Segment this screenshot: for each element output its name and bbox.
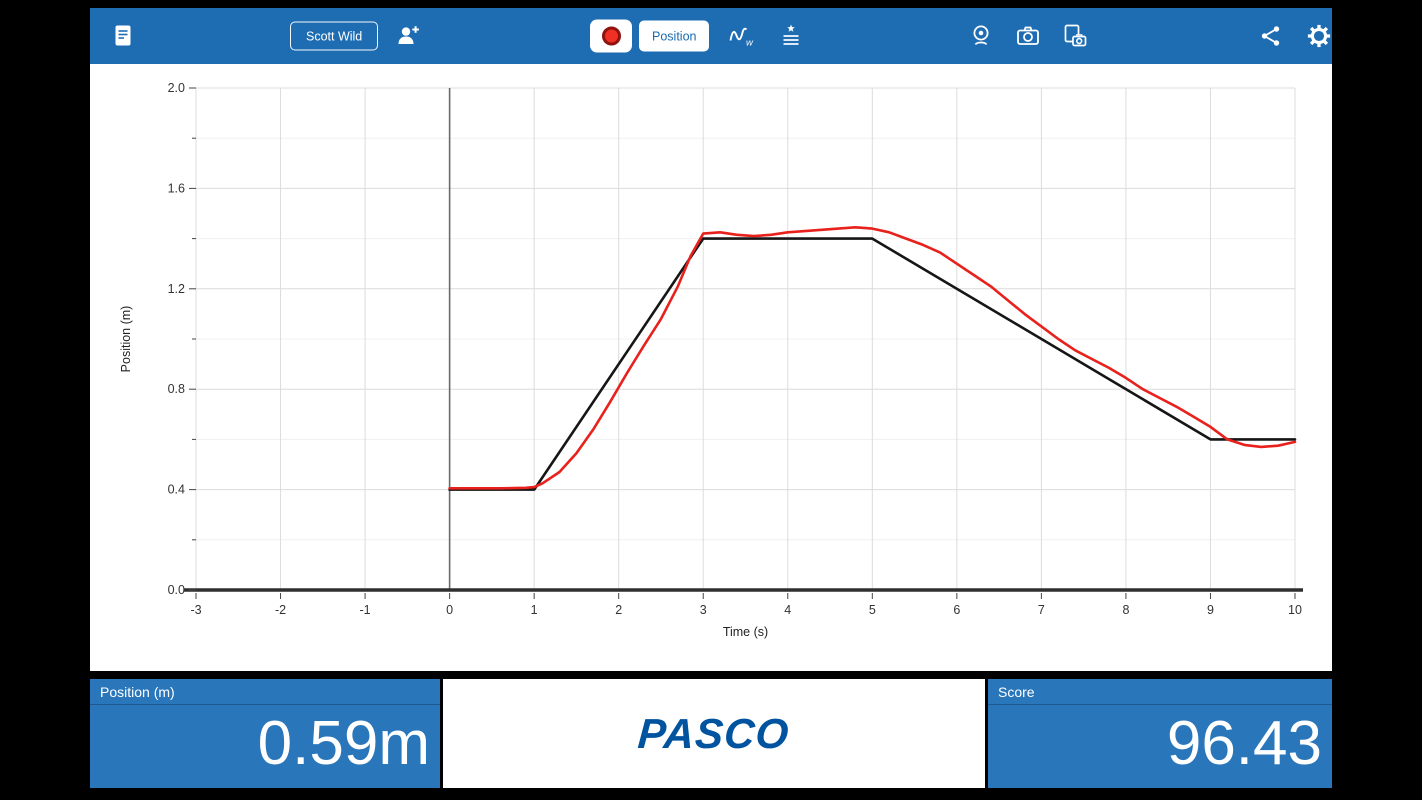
position-readout-panel[interactable]: Position (m) 0.59m (90, 679, 440, 788)
sampling-options-button[interactable]: w (726, 20, 756, 52)
svg-text:-1: -1 (360, 603, 371, 617)
user-button[interactable]: Scott Wild (290, 21, 379, 51)
svg-text:-2: -2 (275, 603, 286, 617)
svg-text:w: w (746, 38, 754, 49)
svg-text:10: 10 (1288, 603, 1302, 617)
settings-button[interactable] (1304, 20, 1334, 52)
position-readout-value: 0.59m (257, 708, 430, 778)
settings-gear-icon (1307, 24, 1331, 48)
svg-text:1.2: 1.2 (168, 282, 185, 296)
svg-text:5: 5 (869, 603, 876, 617)
svg-text:-3: -3 (190, 603, 201, 617)
journal-button[interactable] (108, 20, 138, 52)
svg-text:Position (m): Position (m) (119, 306, 133, 373)
webcam-icon (973, 25, 989, 46)
top-toolbar: Scott Wild Position w (90, 8, 1332, 64)
svg-text:2.0: 2.0 (168, 81, 185, 95)
add-user-icon (398, 26, 419, 44)
svg-text:Time (s): Time (s) (723, 625, 768, 639)
svg-text:1.6: 1.6 (168, 181, 185, 195)
score-readout-value: 96.43 (1166, 708, 1322, 778)
screenshot-button[interactable] (1060, 20, 1090, 52)
record-dot-icon (601, 26, 621, 46)
app-window: Scott Wild Position w (90, 8, 1332, 788)
share-button[interactable] (1256, 20, 1286, 52)
pasco-logo: PASCO (636, 709, 792, 757)
svg-text:9: 9 (1207, 603, 1214, 617)
svg-text:2: 2 (615, 603, 622, 617)
svg-text:3: 3 (700, 603, 707, 617)
webcam-button[interactable] (966, 20, 996, 52)
experiment-list-button[interactable] (776, 20, 806, 52)
svg-text:1: 1 (531, 603, 538, 617)
readout-bar: Position (m) 0.59m PASCO Score 96.43 (90, 679, 1332, 788)
camera-icon (1017, 26, 1039, 45)
svg-text:7: 7 (1038, 603, 1045, 617)
svg-text:0.8: 0.8 (168, 382, 185, 396)
svg-text:4: 4 (784, 603, 791, 617)
svg-text:0: 0 (446, 603, 453, 617)
svg-text:0.4: 0.4 (168, 483, 185, 497)
screenshot-icon (1064, 24, 1087, 47)
position-readout-label: Position (m) (90, 679, 440, 705)
graph-canvas: -3 -2 -1 0 1 2 3 4 5 6 7 8 9 10 0.0 0.4 0.8 1.2 1.6 2.0 Time… (119, 81, 1303, 639)
svg-text:6: 6 (953, 603, 960, 617)
brand-panel: PASCO (443, 679, 985, 788)
match-graph-display[interactable]: -3 -2 -1 0 1 2 3 4 5 6 7 8 9 10 0.0 0.4 0.8 1.2 1.6 2.0 Time… (90, 64, 1332, 671)
camera-button[interactable] (1013, 20, 1043, 52)
score-readout-label: Score (988, 679, 1332, 705)
record-button[interactable] (590, 19, 632, 53)
add-user-button[interactable] (393, 20, 423, 52)
svg-text:0.0: 0.0 (168, 583, 185, 597)
journal-icon (115, 25, 131, 46)
svg-text:8: 8 (1122, 603, 1129, 617)
display-selector-button[interactable]: Position (639, 20, 710, 52)
sampling-options-icon: w (729, 27, 754, 49)
share-icon (1261, 26, 1280, 46)
score-readout-panel[interactable]: Score 96.43 (988, 679, 1332, 788)
experiment-list-icon (783, 24, 799, 45)
